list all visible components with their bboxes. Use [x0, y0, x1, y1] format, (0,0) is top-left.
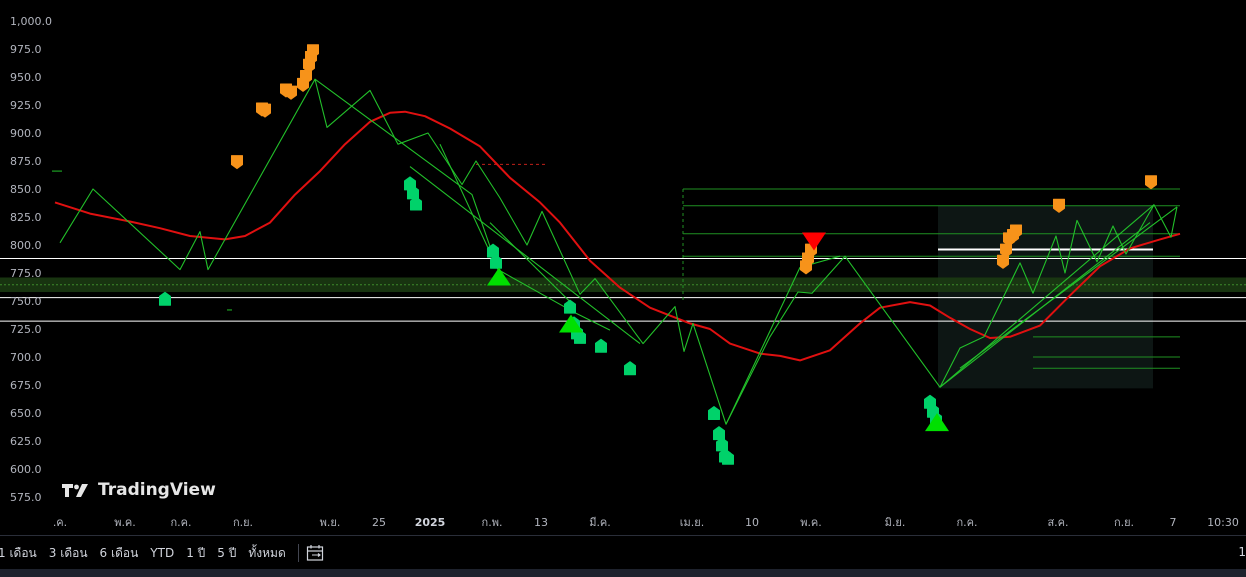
y-tick-label: 675.0	[10, 379, 42, 392]
buy-signal-marker-14	[716, 437, 728, 452]
y-axis: 1,000.0 975.0 950.0 925.0 900.0 875.0 850.0 825…	[10, 15, 52, 504]
x-tick-label: ส.ค.	[1047, 516, 1068, 529]
buy-signal-marker-0	[159, 291, 171, 306]
y-tick-label: 975.0	[10, 43, 42, 56]
y-tick-label: 650.0	[10, 407, 42, 420]
bottom-panel-bar	[0, 569, 1246, 577]
range-1-month[interactable]: 1 เดือน	[0, 545, 37, 560]
tradingview-logo: TradingView	[62, 480, 216, 500]
price-chart[interactable]: 1,000.0 975.0 950.0 925.0 900.0 875.0 850.0 825…	[0, 0, 1246, 535]
x-tick-label: พ.ค.	[800, 516, 822, 529]
series-line-2	[314, 78, 611, 331]
y-tick-label: 600.0	[10, 463, 42, 476]
buy-signal-marker-13	[713, 426, 725, 441]
series-line-0	[54, 110, 1181, 362]
y-tick-label: 700.0	[10, 351, 42, 364]
x-tick-label: พ.ย.	[320, 516, 341, 529]
x-tick-label: 10	[745, 516, 759, 529]
y-tick-label: 725.0	[10, 323, 42, 336]
support-zone-0	[0, 277, 1246, 293]
series-line-3	[409, 166, 641, 345]
y-tick-label: 1,000.0	[10, 15, 52, 28]
sell-signal-marker-18	[1053, 198, 1065, 213]
tradingview-icon	[62, 484, 88, 497]
buy-signal-marker-16	[722, 450, 734, 465]
sell-signal-marker-9	[307, 44, 319, 59]
y-tick-label: 625.0	[10, 435, 42, 448]
date-range-button[interactable]	[305, 544, 327, 562]
range-1-year[interactable]: 1 ปี	[186, 545, 206, 560]
x-tick-label: 2025	[415, 516, 446, 529]
calendar-range-icon	[306, 545, 323, 561]
y-tick-label: 575.0	[10, 491, 42, 504]
sell-triangle-0	[802, 232, 826, 251]
x-tick-label: ก.ค.	[170, 516, 191, 529]
x-tick-label: ก.ย.	[1114, 516, 1134, 529]
x-tick-label: ก.ย.	[233, 516, 253, 529]
chart-markers	[159, 44, 1157, 465]
y-tick-label: 800.0	[10, 239, 42, 252]
y-tick-label: 775.0	[10, 267, 42, 280]
sell-signal-marker-0	[231, 155, 243, 170]
y-tick-label: 925.0	[10, 99, 42, 112]
x-tick-label: .ค.	[53, 516, 67, 529]
buy-signal-marker-10	[595, 338, 607, 353]
x-tick-label: มิ.ย.	[885, 516, 906, 529]
buy-triangle-2	[925, 413, 949, 432]
toolbar-right-label: 1	[1238, 545, 1246, 559]
sell-signal-marker-19	[1145, 175, 1157, 190]
series-line-1	[59, 78, 1178, 425]
sell-signal-marker-2	[259, 103, 271, 118]
x-tick-label: ก.ค.	[956, 516, 977, 529]
sell-signal-marker-17	[1010, 224, 1022, 239]
range-6-months[interactable]: 6 เดือน	[99, 545, 139, 560]
series-line-5	[489, 222, 576, 307]
y-tick-label: 850.0	[10, 183, 42, 196]
series-line-9	[959, 206, 1178, 369]
y-tick-label: 825.0	[10, 211, 42, 224]
sell-signal-marker-4	[285, 85, 297, 100]
buy-signal-marker-2	[407, 185, 419, 200]
buy-triangle-1	[559, 314, 583, 333]
y-tick-label: 875.0	[10, 155, 42, 168]
buy-signal-marker-12	[708, 406, 720, 420]
buy-triangle-0	[487, 267, 511, 286]
buy-signal-marker-3	[410, 196, 422, 211]
x-tick-label: 10:30	[1207, 516, 1239, 529]
x-tick-label: พ.ค.	[114, 516, 136, 529]
range-3-months[interactable]: 3 เดือน	[48, 545, 88, 560]
buy-signal-marker-11	[624, 361, 636, 376]
buy-signal-marker-4	[487, 243, 499, 258]
x-tick-label: มี.ค.	[589, 516, 611, 529]
x-tick-label: เม.ย.	[680, 516, 704, 529]
y-tick-label: 950.0	[10, 71, 42, 84]
chart-level-lines	[0, 163, 1246, 369]
range-toolbar: 1 เดือน 3 เดือน 6 เดือน YTD 1 ปี 5 ปี ทั…	[0, 535, 1246, 570]
x-tick-label: 13	[534, 516, 548, 529]
watermark-text: TradingView	[98, 480, 216, 500]
x-tick-label: 25	[372, 516, 386, 529]
buy-signal-marker-5	[490, 254, 502, 269]
x-axis: .ค. พ.ค. ก.ค. ก.ย. พ.ย. 25 2025 ก.พ. 13 มี.ค. เม.ย…	[53, 516, 1239, 529]
range-all[interactable]: ทั้งหมด	[248, 545, 286, 560]
toolbar-divider	[297, 544, 299, 562]
y-tick-label: 900.0	[10, 127, 42, 140]
x-tick-label: ก.พ.	[482, 516, 503, 529]
range-ytd[interactable]: YTD	[150, 546, 175, 560]
x-tick-label: 7	[1170, 516, 1177, 529]
range-5-years[interactable]: 5 ปี	[217, 545, 237, 560]
buy-signal-marker-6	[564, 299, 576, 314]
y-tick-label: 750.0	[10, 295, 42, 308]
